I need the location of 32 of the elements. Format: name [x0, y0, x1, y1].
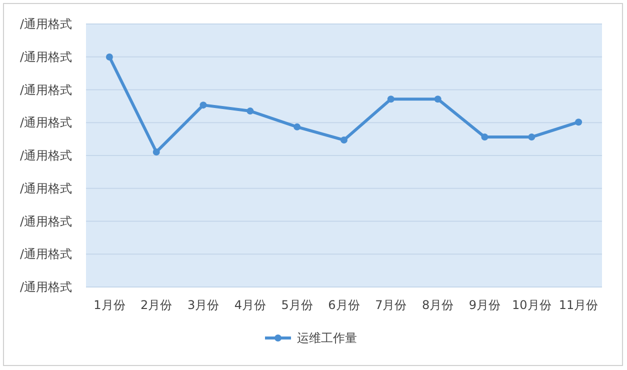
x-tick-label: 4月份: [234, 298, 266, 312]
x-tick-label: 1月份: [94, 298, 126, 312]
legend-label: 运维工作量: [297, 331, 357, 345]
point: [106, 54, 113, 60]
text: /通用格式: [20, 116, 72, 130]
text: /通用格式: [20, 50, 72, 64]
point: [246, 108, 254, 115]
point: [200, 102, 207, 109]
text: /通用格式: [20, 181, 72, 196]
text: /通用格式: [20, 247, 72, 262]
x-tick-label: 2月份: [140, 298, 172, 312]
point: [575, 118, 582, 126]
x-tick-label: 3月份: [187, 298, 220, 312]
point: [294, 123, 301, 130]
point: [434, 96, 442, 103]
x-tick-label: 10月份: [512, 298, 552, 312]
x-tick-label: 11月份: [558, 298, 598, 312]
point: [340, 136, 348, 144]
point: [481, 134, 488, 141]
text: /通用格式: [20, 82, 72, 97]
text: /通用格式: [20, 280, 72, 294]
x-tick-label: 5月份: [281, 298, 313, 312]
x-tick-label: 7月份: [375, 298, 407, 312]
x-tick-label: 6月份: [328, 298, 360, 312]
x-tick-label: 9月份: [468, 298, 501, 312]
text: /通用格式: [20, 17, 72, 31]
text: /通用格式: [20, 214, 72, 228]
point: [528, 134, 536, 141]
x-tick-label: 8月份: [422, 298, 454, 312]
point: [387, 96, 394, 103]
point: [152, 148, 160, 156]
text: /通用格式: [20, 148, 72, 162]
